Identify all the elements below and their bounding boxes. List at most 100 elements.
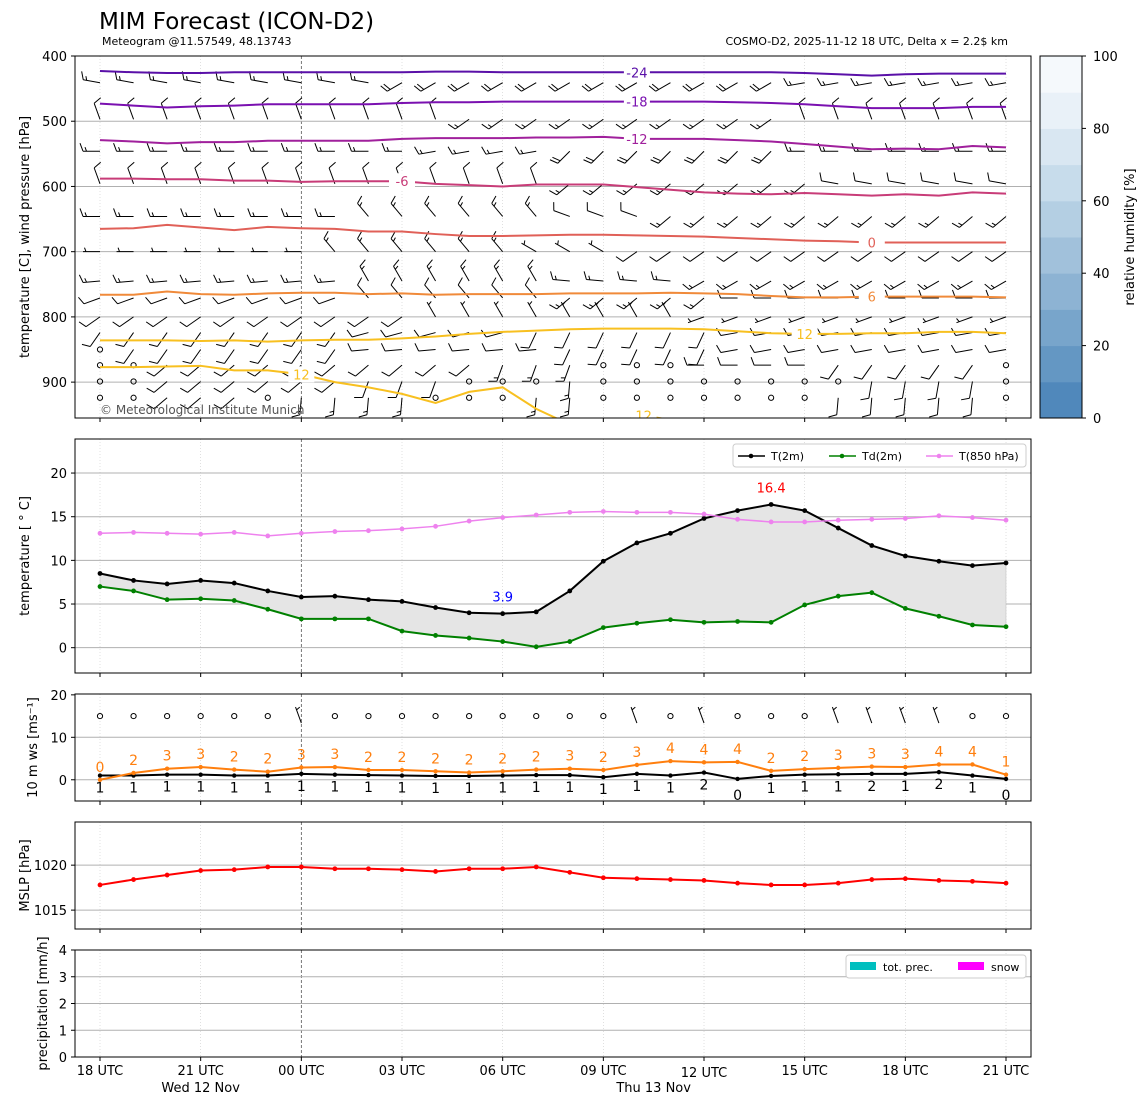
wind-barb (583, 271, 604, 282)
calm-wind-circle (533, 712, 540, 720)
gust-value-label: 2 (599, 750, 608, 766)
wind-barb (697, 706, 705, 724)
calm-wind-circle (600, 362, 607, 369)
series-marker (164, 530, 170, 536)
mslp-marker (902, 876, 908, 882)
series-marker (1003, 772, 1009, 777)
colorbar-tick-label: 60 (1093, 195, 1110, 210)
wind-speed-value-label: 2 (867, 779, 876, 795)
time-axis: 18 UTC 21 UTC 00 UTC 03 UTC 06 UTC 09 UTC 12 U… (77, 1064, 1029, 1096)
wind-barb (387, 381, 403, 399)
wind-barb (927, 381, 940, 401)
wind-barb (325, 397, 336, 418)
wind-barb (865, 706, 873, 724)
wind-barb (182, 349, 202, 364)
series-marker (668, 758, 673, 764)
wind-barb (586, 202, 604, 217)
wind-barb (951, 216, 973, 228)
series-marker (97, 773, 103, 778)
series-marker (265, 588, 271, 594)
wind-barb (447, 82, 470, 92)
wind-barb (313, 316, 336, 328)
y-tick-label: 10 (50, 731, 67, 746)
x-date-label: Thu 13 Nov (615, 1081, 691, 1096)
wind-barb (491, 231, 504, 252)
wind-barb (347, 316, 369, 328)
wind-barb (83, 247, 100, 253)
isotherm-label: -18 (626, 96, 647, 111)
wind-barb (160, 161, 169, 185)
calm-wind-circle (1002, 378, 1010, 385)
colorbar-bin (1040, 273, 1082, 310)
series-marker (500, 773, 505, 778)
chart-title: MIM Forecast (ICON-D2) (99, 9, 374, 35)
wind-barb (249, 332, 269, 347)
isotherm-label-bg (858, 234, 885, 251)
series-marker (970, 515, 975, 520)
wind-barb (491, 195, 504, 217)
series-marker (869, 516, 875, 522)
series-marker (366, 528, 371, 534)
wind-speed-value-label: 1 (767, 781, 776, 797)
wind-barb (460, 259, 470, 282)
wind-barb (347, 343, 369, 352)
wind-barb (457, 195, 470, 217)
wind-barb (424, 277, 436, 299)
colorbar-bin (1040, 164, 1082, 202)
wind-barb (956, 316, 973, 324)
wind-barb (559, 397, 571, 418)
wind-barb (283, 349, 302, 364)
wind-speed-value-label: 1 (398, 781, 407, 797)
wind-barb (179, 364, 201, 377)
series-marker (735, 619, 740, 624)
series-marker (231, 580, 237, 586)
wind-barb (918, 216, 940, 228)
series-marker (332, 764, 338, 770)
legend-td-marker (839, 453, 845, 459)
calm-wind-circle (633, 378, 640, 385)
wind-barb (816, 280, 839, 290)
isotherm-line (100, 177, 1007, 197)
mslp-marker (835, 880, 841, 886)
series-marker (802, 508, 808, 513)
wind-barb (886, 172, 906, 185)
x-tick-label: 09 UTC (580, 1064, 626, 1079)
wind-barb (146, 381, 168, 393)
series-marker (802, 602, 808, 608)
series-marker (298, 616, 304, 622)
temperature-panel: 0 5 10 15 20 temperature [ ° C] 16.4 3.9 (18, 438, 1032, 677)
wind-barb (853, 364, 873, 380)
wind-barb (548, 82, 571, 92)
y-tick-label: 700 (42, 246, 67, 261)
calm-wind-circle (600, 394, 607, 401)
mslp-marker (500, 866, 506, 872)
isotherm-label: -12 (626, 133, 647, 148)
y-tick-label: 1015 (34, 904, 67, 919)
wind-barb (81, 332, 101, 347)
wind-barb (954, 364, 973, 380)
wind-barb (950, 344, 973, 353)
gust-value-label: 4 (968, 744, 977, 760)
series-marker (601, 767, 606, 773)
wind-barb (414, 146, 436, 155)
wind-barb (550, 271, 570, 282)
mslp-marker (399, 867, 405, 873)
y-tick-label: 800 (42, 311, 67, 326)
wind-barb (328, 97, 336, 120)
wind-barb (112, 316, 134, 328)
calm-wind-circle (466, 394, 473, 401)
series-marker (299, 765, 304, 770)
calm-wind-circle (432, 712, 439, 720)
series-marker (433, 523, 438, 529)
wind-barb (182, 332, 202, 347)
wind-barb (111, 296, 134, 305)
wind-barb (855, 316, 872, 324)
series-marker (198, 764, 203, 770)
wind-barb (554, 349, 571, 366)
wind-speed-value-label: 0 (1002, 788, 1011, 804)
mslp-marker (164, 872, 170, 878)
wind-barb (178, 296, 201, 305)
calm-wind-circle (499, 394, 506, 401)
wind-barb (481, 146, 503, 155)
wind-barb (146, 143, 168, 152)
